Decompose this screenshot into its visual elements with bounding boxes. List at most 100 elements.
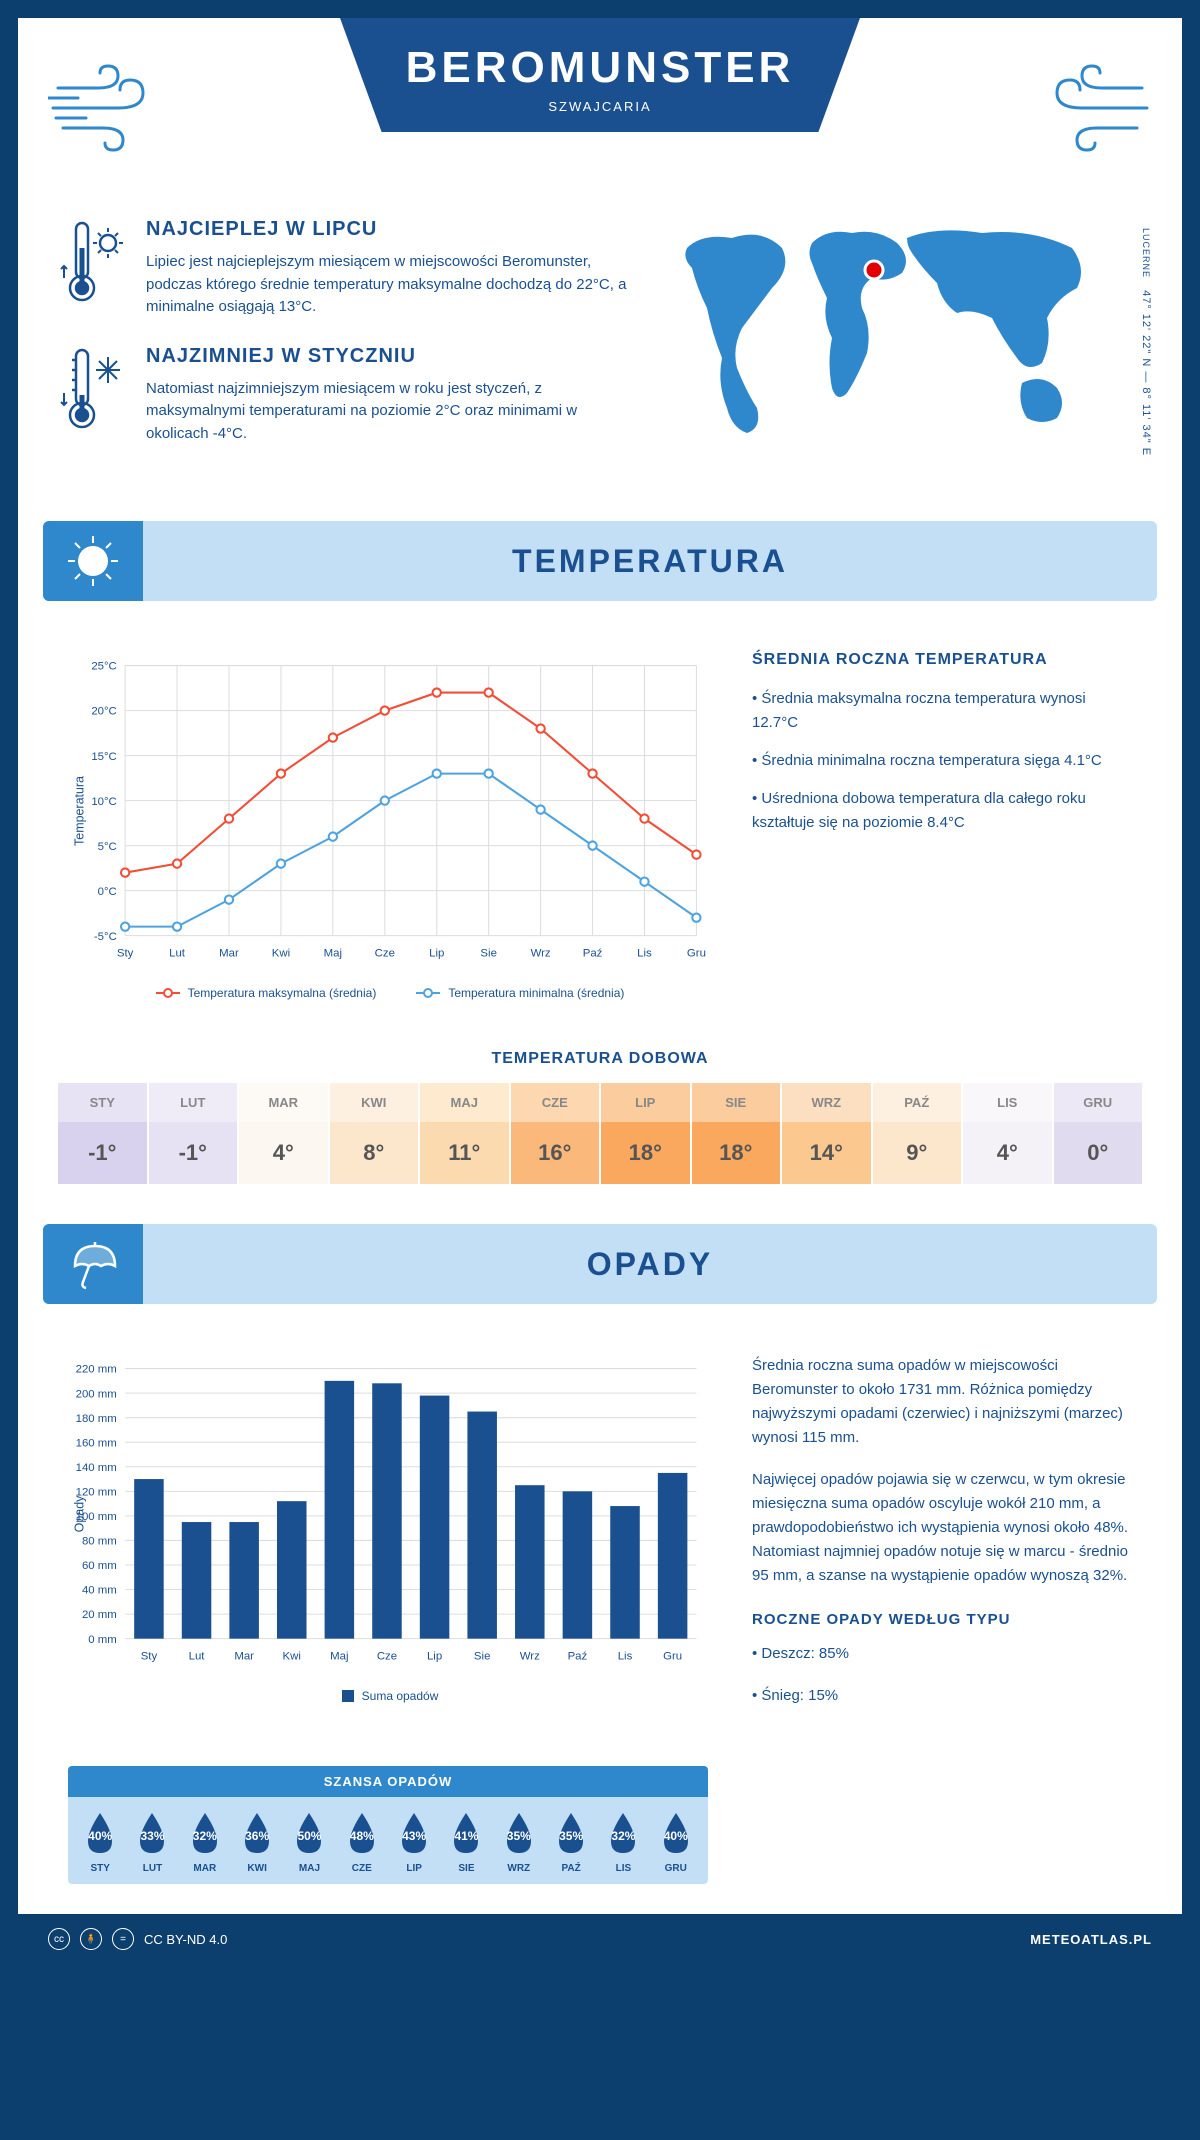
svg-text:Lip: Lip bbox=[429, 947, 444, 959]
svg-text:Gru: Gru bbox=[687, 947, 706, 959]
hottest-title: NAJCIEPLEJ W LIPCU bbox=[146, 218, 632, 241]
info-row: NAJCIEPLEJ W LIPCU Lipiec jest najcieple… bbox=[18, 218, 1182, 501]
svg-text:20°C: 20°C bbox=[91, 706, 117, 718]
daily-cell: LIS4° bbox=[963, 1083, 1054, 1184]
svg-text:180 mm: 180 mm bbox=[76, 1413, 117, 1425]
thermometer-hot-icon bbox=[58, 218, 128, 319]
svg-text:Mar: Mar bbox=[219, 947, 239, 959]
chance-cell: 41%SIE bbox=[440, 1811, 492, 1874]
precipitation-section-header: OPADY bbox=[43, 1224, 1157, 1304]
chance-cell: 40%STY bbox=[74, 1811, 126, 1874]
drop-icon: 43% bbox=[394, 1811, 434, 1857]
svg-text:Maj: Maj bbox=[324, 947, 342, 959]
temp-section-title: TEMPERATURA bbox=[173, 543, 1127, 580]
drop-icon: 33% bbox=[132, 1811, 172, 1857]
drop-icon: 48% bbox=[342, 1811, 382, 1857]
svg-text:Lut: Lut bbox=[169, 947, 186, 959]
hottest-text: Lipiec jest najcieplejszym miesiącem w m… bbox=[146, 251, 632, 319]
daily-temp-table: STY-1°LUT-1°MAR4°KWI8°MAJ11°CZE16°LIP18°… bbox=[58, 1083, 1142, 1184]
precip-info-panel: Średnia roczna suma opadów w miejscowośc… bbox=[752, 1354, 1132, 1726]
chance-cell: 32%LIS bbox=[597, 1811, 649, 1874]
chance-cell: 35%WRZ bbox=[493, 1811, 545, 1874]
coldest-text: Natomiast najzimniejszym miesiącem w rok… bbox=[146, 378, 632, 446]
svg-text:20 mm: 20 mm bbox=[82, 1609, 117, 1621]
chance-title: SZANSA OPADÓW bbox=[68, 1766, 708, 1797]
city-title: BEROMUNSTER bbox=[400, 43, 800, 93]
svg-text:160 mm: 160 mm bbox=[76, 1437, 117, 1449]
svg-text:Paź: Paź bbox=[568, 1650, 588, 1662]
daily-cell: LIP18° bbox=[601, 1083, 692, 1184]
svg-text:Mar: Mar bbox=[234, 1650, 254, 1662]
chance-cell: 43%LIP bbox=[388, 1811, 440, 1874]
svg-text:Sty: Sty bbox=[141, 1650, 158, 1662]
coldest-title: NAJZIMNIEJ W STYCZNIU bbox=[146, 345, 632, 368]
svg-text:-5°C: -5°C bbox=[94, 931, 117, 943]
temperature-section-header: TEMPERATURA bbox=[43, 521, 1157, 601]
svg-text:Kwi: Kwi bbox=[272, 947, 290, 959]
precipitation-bar-chart: Opady0 mm20 mm40 mm60 mm80 mm100 mm120 m… bbox=[68, 1354, 712, 1726]
svg-text:Lis: Lis bbox=[618, 1650, 633, 1662]
svg-text:Gru: Gru bbox=[663, 1650, 682, 1662]
thermometer-cold-icon bbox=[58, 345, 128, 446]
svg-text:120 mm: 120 mm bbox=[76, 1486, 117, 1498]
svg-text:Lis: Lis bbox=[637, 947, 652, 959]
svg-text:10°C: 10°C bbox=[91, 796, 117, 808]
svg-text:Lut: Lut bbox=[189, 1650, 206, 1662]
temp-legend: Temperatura maksymalna (średnia) Tempera… bbox=[68, 986, 712, 1000]
svg-text:0°C: 0°C bbox=[98, 886, 117, 898]
nd-icon: = bbox=[112, 1928, 134, 1950]
svg-text:Lip: Lip bbox=[427, 1650, 442, 1662]
svg-text:200 mm: 200 mm bbox=[76, 1388, 117, 1400]
chance-cell: 40%GRU bbox=[650, 1811, 702, 1874]
svg-text:220 mm: 220 mm bbox=[76, 1364, 117, 1376]
wind-icon bbox=[1032, 58, 1152, 158]
license-block: cc 🧍 = CC BY-ND 4.0 bbox=[48, 1928, 227, 1950]
footer: cc 🧍 = CC BY-ND 4.0 METEOATLAS.PL bbox=[18, 1914, 1182, 1964]
daily-cell: MAR4° bbox=[239, 1083, 330, 1184]
daily-temp-title: TEMPERATURA DOBOWA bbox=[18, 1050, 1182, 1068]
daily-cell: STY-1° bbox=[58, 1083, 149, 1184]
drop-icon: 32% bbox=[603, 1811, 643, 1857]
hottest-block: NAJCIEPLEJ W LIPCU Lipiec jest najcieple… bbox=[58, 218, 632, 319]
chance-cell: 32%MAR bbox=[179, 1811, 231, 1874]
daily-cell: GRU0° bbox=[1054, 1083, 1143, 1184]
daily-cell: SIE18° bbox=[692, 1083, 783, 1184]
wind-icon bbox=[48, 58, 168, 158]
temp-info-panel: ŚREDNIA ROCZNA TEMPERATURA • Średnia mak… bbox=[752, 651, 1132, 1000]
svg-text:25°C: 25°C bbox=[91, 661, 117, 673]
daily-cell: CZE16° bbox=[511, 1083, 602, 1184]
svg-text:60 mm: 60 mm bbox=[82, 1560, 117, 1572]
svg-text:Sie: Sie bbox=[480, 947, 497, 959]
svg-text:Maj: Maj bbox=[330, 1650, 348, 1662]
drop-icon: 35% bbox=[551, 1811, 591, 1857]
country-subtitle: SZWAJCARIA bbox=[400, 99, 800, 114]
drop-icon: 40% bbox=[656, 1811, 696, 1857]
chance-cell: 33%LUT bbox=[126, 1811, 178, 1874]
svg-text:100 mm: 100 mm bbox=[76, 1511, 117, 1523]
svg-text:Temperatura: Temperatura bbox=[73, 776, 87, 846]
chance-cell: 50%MAJ bbox=[283, 1811, 335, 1874]
daily-cell: MAJ11° bbox=[420, 1083, 511, 1184]
svg-text:Kwi: Kwi bbox=[283, 1650, 301, 1662]
drop-icon: 32% bbox=[185, 1811, 225, 1857]
svg-text:140 mm: 140 mm bbox=[76, 1462, 117, 1474]
svg-text:Cze: Cze bbox=[377, 1650, 397, 1662]
coldest-block: NAJZIMNIEJ W STYCZNIU Natomiast najzimni… bbox=[58, 345, 632, 446]
svg-text:40 mm: 40 mm bbox=[82, 1585, 117, 1597]
daily-cell: LUT-1° bbox=[149, 1083, 240, 1184]
coordinates: LUCERNE 47° 12' 22" N — 8° 11' 34" E bbox=[1140, 228, 1152, 456]
drop-icon: 35% bbox=[499, 1811, 539, 1857]
svg-text:15°C: 15°C bbox=[91, 751, 117, 763]
daily-cell: WRZ14° bbox=[782, 1083, 873, 1184]
svg-text:Wrz: Wrz bbox=[531, 947, 551, 959]
drop-icon: 50% bbox=[289, 1811, 329, 1857]
svg-text:5°C: 5°C bbox=[98, 841, 117, 853]
chance-cell: 35%PAŹ bbox=[545, 1811, 597, 1874]
svg-text:Cze: Cze bbox=[375, 947, 395, 959]
svg-text:Sie: Sie bbox=[474, 1650, 491, 1662]
header: BEROMUNSTER SZWAJCARIA bbox=[18, 18, 1182, 218]
precip-section-title: OPADY bbox=[173, 1246, 1127, 1283]
cc-icon: cc bbox=[48, 1928, 70, 1950]
svg-text:80 mm: 80 mm bbox=[82, 1536, 117, 1548]
daily-cell: KWI8° bbox=[330, 1083, 421, 1184]
